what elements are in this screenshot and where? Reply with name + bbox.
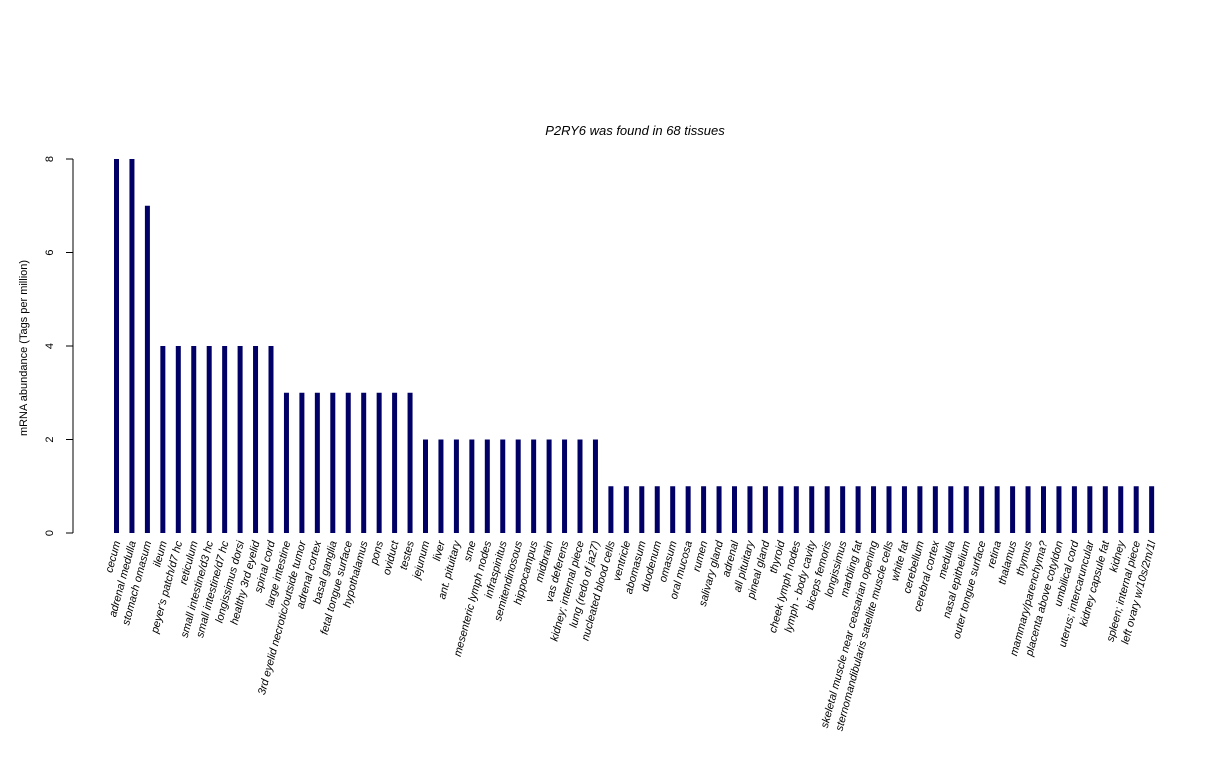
bar	[515, 439, 521, 533]
bar	[917, 486, 923, 533]
x-tick-label: sme	[462, 540, 479, 563]
bar	[824, 486, 830, 533]
y-tick-label: 6	[44, 249, 56, 255]
bar	[484, 439, 490, 533]
bar	[1087, 486, 1093, 533]
bar	[762, 486, 768, 533]
bar	[438, 439, 444, 533]
bar	[469, 439, 475, 533]
bar	[330, 392, 336, 533]
bar	[886, 486, 892, 533]
bar	[283, 392, 289, 533]
bar	[253, 346, 259, 533]
bar	[979, 486, 985, 533]
bar	[531, 439, 537, 533]
bar	[237, 346, 243, 533]
bar	[453, 439, 459, 533]
bar	[963, 486, 969, 533]
bar	[407, 392, 413, 533]
y-tick-label: 4	[44, 343, 56, 349]
bar	[423, 439, 428, 533]
bars-group	[114, 159, 1155, 533]
bar	[716, 486, 722, 533]
bar	[191, 346, 197, 533]
bar	[268, 346, 274, 533]
bar	[639, 486, 645, 533]
bar	[1133, 486, 1139, 533]
bar	[948, 486, 954, 533]
bar	[345, 392, 351, 533]
bar	[592, 439, 598, 533]
bar	[1010, 486, 1016, 533]
bar	[314, 392, 320, 533]
bar	[129, 159, 135, 533]
bar	[793, 486, 799, 533]
y-tick-label: 2	[44, 436, 56, 442]
bar	[361, 392, 367, 533]
bar	[500, 439, 506, 533]
bar	[809, 486, 815, 533]
bar	[1118, 486, 1124, 533]
bar	[1041, 486, 1046, 533]
bar	[562, 439, 568, 533]
bar	[577, 439, 583, 533]
x-tick-label: liver	[431, 538, 448, 562]
bar	[670, 486, 676, 533]
bar	[732, 486, 737, 533]
bar	[778, 486, 784, 533]
bar	[654, 486, 660, 533]
bar	[1102, 486, 1108, 533]
bar	[608, 486, 614, 533]
y-tick-label: 0	[44, 530, 56, 536]
bar	[932, 486, 938, 533]
bar	[546, 439, 552, 533]
bar	[994, 486, 1000, 533]
bar	[114, 159, 119, 533]
bar	[747, 486, 753, 533]
bar	[376, 392, 382, 533]
bar	[840, 486, 846, 533]
bar	[1071, 486, 1077, 533]
bar	[175, 346, 181, 533]
bar	[160, 346, 166, 533]
bar	[1149, 486, 1155, 533]
bar	[1025, 486, 1031, 533]
y-tick-label: 8	[44, 156, 56, 162]
bar	[144, 205, 150, 533]
y-axis: 0 2 4 6 8	[44, 156, 74, 536]
bar	[1056, 486, 1062, 533]
bar	[206, 346, 212, 533]
y-axis-label: mRNA abundance (Tags per million)	[18, 260, 30, 436]
bar	[701, 486, 707, 533]
bar	[901, 486, 907, 533]
bar	[855, 486, 861, 533]
bar	[299, 392, 305, 533]
bar	[871, 486, 877, 533]
bar	[392, 392, 398, 533]
chart-title: P2RY6 was found in 68 tissues	[545, 123, 725, 138]
bar	[685, 486, 691, 533]
bar	[623, 486, 629, 533]
bar	[222, 346, 228, 533]
